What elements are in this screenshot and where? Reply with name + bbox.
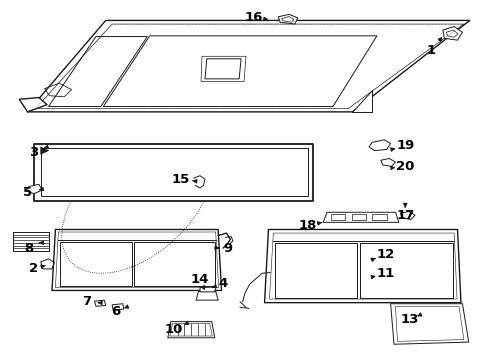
Text: 16: 16 [245, 12, 263, 24]
Polygon shape [369, 140, 391, 150]
Polygon shape [400, 212, 415, 220]
Polygon shape [381, 158, 395, 166]
Text: 14: 14 [191, 273, 209, 286]
Text: 20: 20 [396, 160, 415, 173]
Text: 19: 19 [396, 139, 415, 152]
Text: 15: 15 [172, 173, 190, 186]
Polygon shape [278, 14, 298, 24]
Polygon shape [41, 147, 49, 154]
Text: 8: 8 [24, 242, 34, 255]
Text: 9: 9 [223, 242, 232, 255]
Text: 4: 4 [219, 278, 228, 291]
Text: 12: 12 [377, 248, 395, 261]
Polygon shape [26, 184, 42, 194]
Text: 3: 3 [29, 145, 39, 158]
Polygon shape [41, 259, 54, 269]
Text: 2: 2 [29, 262, 39, 275]
Polygon shape [443, 27, 463, 40]
Text: 13: 13 [401, 312, 419, 326]
Text: 18: 18 [298, 219, 317, 233]
Polygon shape [19, 98, 47, 112]
Text: 5: 5 [23, 186, 32, 199]
Polygon shape [95, 300, 106, 306]
Text: 1: 1 [426, 44, 435, 57]
Polygon shape [196, 291, 218, 300]
Polygon shape [200, 287, 216, 292]
Text: 17: 17 [396, 209, 415, 222]
Polygon shape [112, 304, 124, 310]
Polygon shape [352, 90, 372, 112]
Text: 7: 7 [82, 296, 91, 309]
Text: 6: 6 [111, 306, 120, 319]
Text: 10: 10 [165, 323, 183, 336]
Text: 11: 11 [377, 267, 395, 280]
